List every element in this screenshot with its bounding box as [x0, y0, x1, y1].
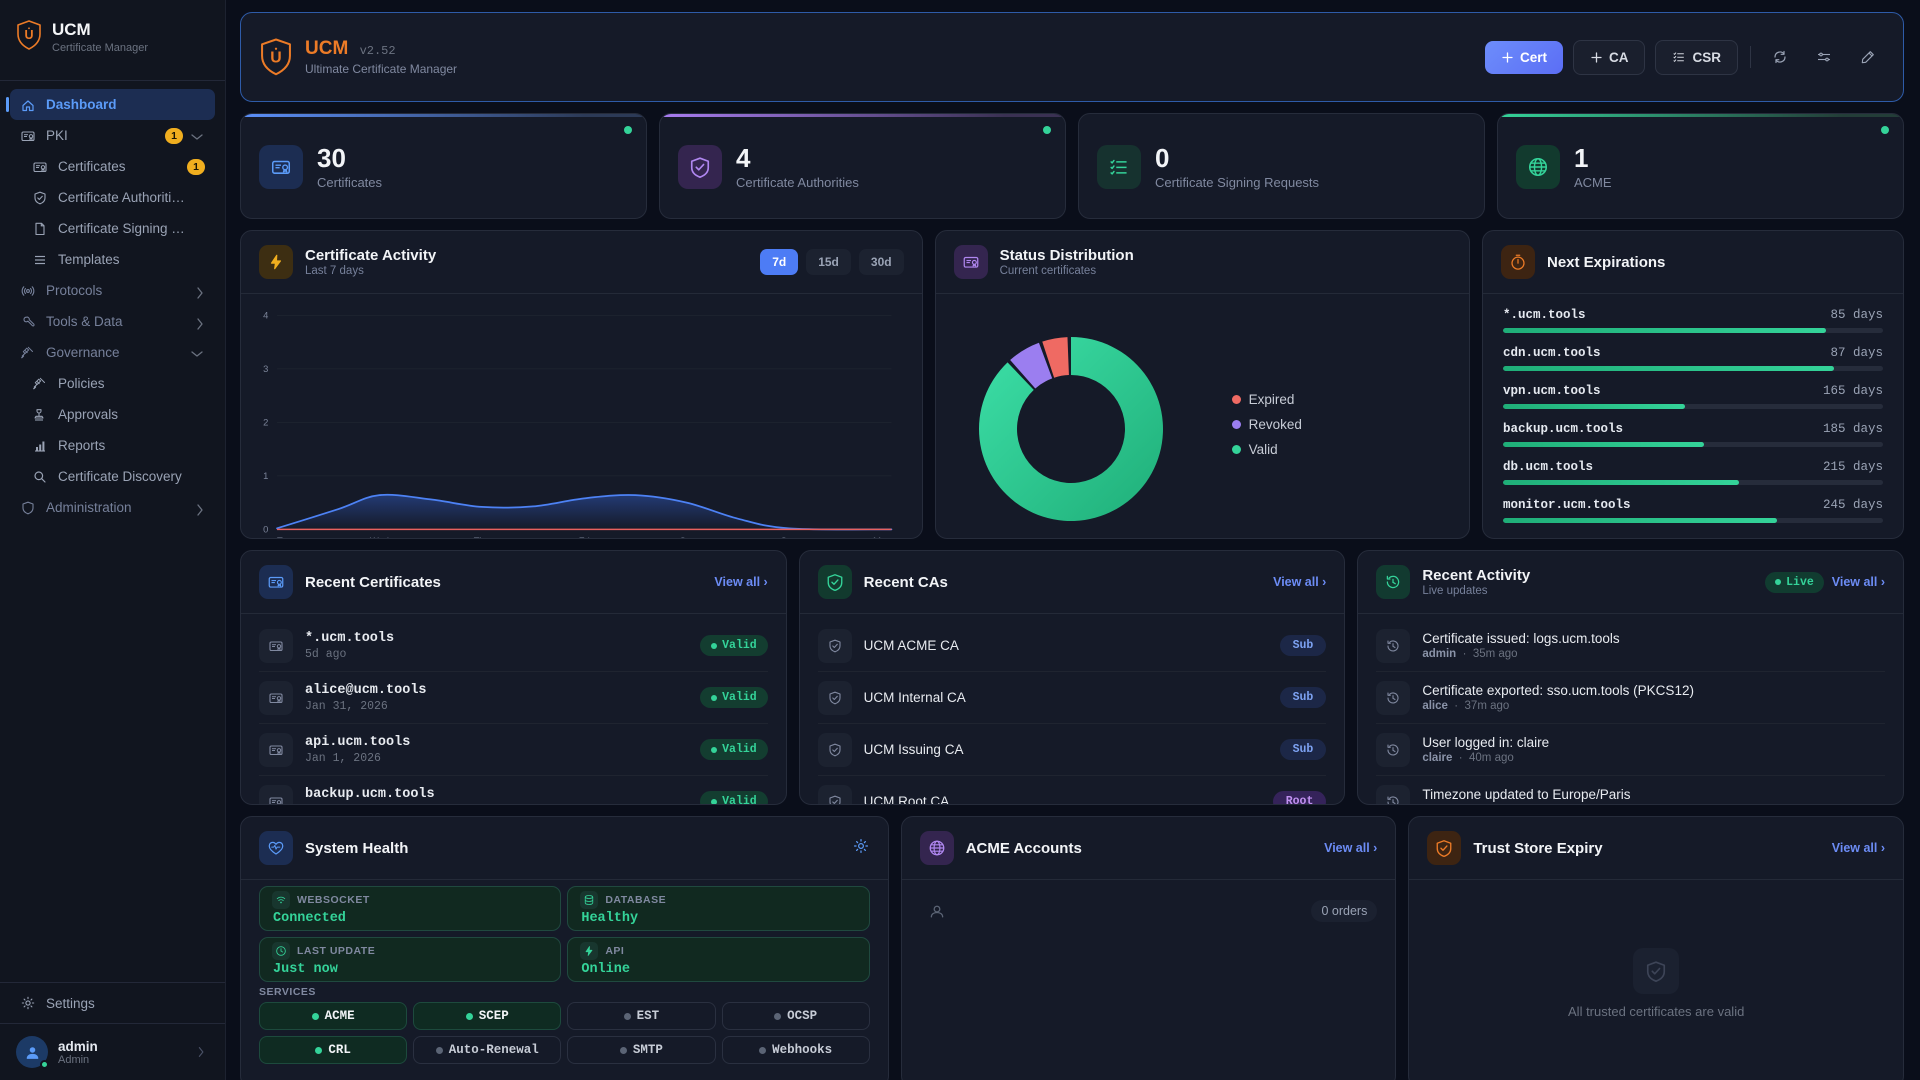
- svg-text:4: 4: [263, 310, 268, 321]
- svg-text:2: 2: [263, 417, 268, 428]
- svg-text:Sat: Sat: [680, 536, 694, 539]
- svg-text:Fri: Fri: [579, 536, 590, 539]
- svg-text:Mon: Mon: [873, 536, 891, 539]
- svg-text:3: 3: [263, 364, 268, 375]
- svg-text:Tue: Tue: [277, 536, 293, 539]
- svg-text:U: U: [24, 28, 33, 42]
- svg-text:Thu: Thu: [474, 536, 490, 539]
- svg-text:Sun: Sun: [781, 536, 798, 539]
- svg-text:Wed: Wed: [370, 536, 389, 539]
- svg-text:0: 0: [263, 524, 268, 535]
- svg-text:U: U: [270, 49, 281, 66]
- svg-text:1: 1: [263, 471, 268, 482]
